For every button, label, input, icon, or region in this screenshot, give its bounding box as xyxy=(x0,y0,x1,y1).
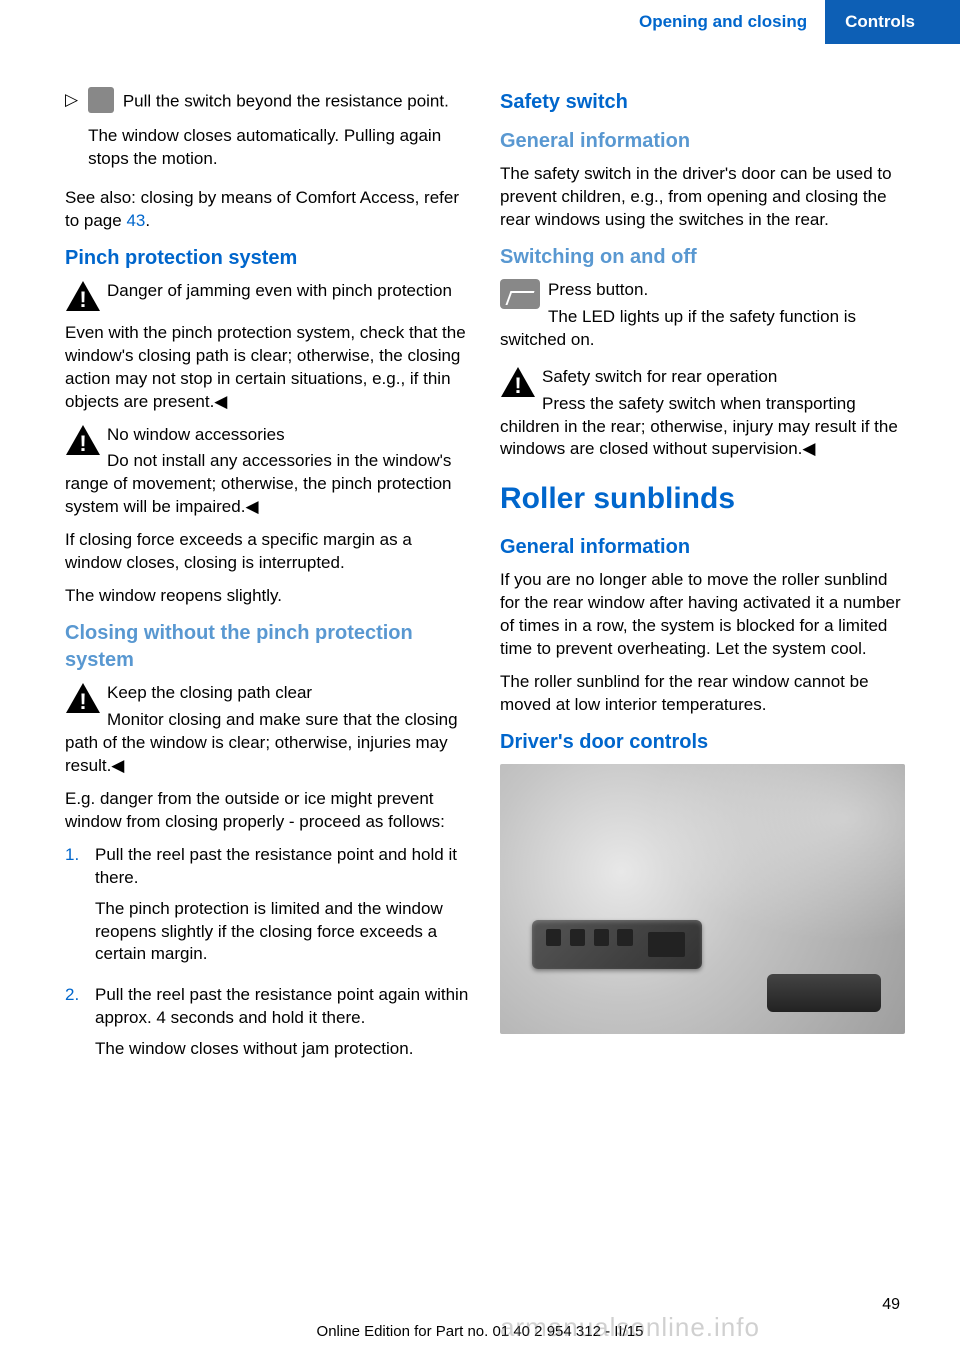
heading-pinch: Pinch protection system xyxy=(65,245,470,272)
svg-text:!: ! xyxy=(79,287,86,312)
heading-safety: Safety switch xyxy=(500,89,905,116)
footer-edition: Online Edition for Part no. 01 40 2 954 … xyxy=(0,1322,960,1342)
header-chapter: Opening and closing xyxy=(621,0,825,44)
warning-title: Danger of jamming even with pinch protec… xyxy=(107,281,452,300)
heading-closing-without: Closing without the pinch protection sys… xyxy=(65,620,470,674)
heading-general-info: General information xyxy=(500,128,905,155)
svg-text:!: ! xyxy=(79,689,86,714)
heading-roller: Roller sunblinds xyxy=(500,479,905,520)
window-switch-icon xyxy=(88,87,114,113)
steps-list: 1. Pull the reel past the resistance poi… xyxy=(65,844,470,1070)
step-body: Pull the reel past the resistance point … xyxy=(95,844,470,975)
led-info: The LED lights up if the safety function… xyxy=(500,307,856,349)
step-number: 2. xyxy=(65,984,83,1069)
warning-icon: ! xyxy=(500,366,536,398)
page-header: Opening and closing Controls xyxy=(0,0,960,44)
warning-body: Monitor closing and make sure that the c… xyxy=(65,710,458,775)
warning-body: Do not install any accessories in the wi… xyxy=(65,451,452,516)
warning-jamming: ! Danger of jamming even with pinch prot… xyxy=(65,280,470,312)
content-columns: ▷ Pull the switch beyond the resistance … xyxy=(0,44,960,1079)
warning-title: No window accessories xyxy=(65,424,470,447)
warning-icon: ! xyxy=(65,682,101,714)
bullet-item: ▷ Pull the switch beyond the resistance … xyxy=(65,89,470,181)
svg-text:!: ! xyxy=(79,431,86,456)
driver-door-image xyxy=(500,764,905,1034)
heading-roller-general: General information xyxy=(500,534,905,561)
warning-title: Keep the closing path clear xyxy=(65,682,470,705)
warning-body: Even with the pinch protection system, c… xyxy=(65,322,470,414)
bullet-line2: The window closes automatically. Pulling… xyxy=(88,125,470,171)
step-number: 1. xyxy=(65,844,83,975)
header-section: Controls xyxy=(825,0,960,44)
warning-icon: ! xyxy=(65,280,101,312)
page-link-43[interactable]: 43 xyxy=(126,211,145,230)
bullet-marker: ▷ xyxy=(65,89,78,181)
heading-switching: Switching on and off xyxy=(500,244,905,271)
pinch-p1: If closing force exceeds a specific marg… xyxy=(65,529,470,575)
roller-p2: The roller sunblind for the rear window … xyxy=(500,671,905,717)
see-also-pre: See also: closing by means of Comfort Ac… xyxy=(65,188,459,230)
warning-title: Safety switch for rear operation xyxy=(500,366,905,389)
step-p2: The window closes without jam protection… xyxy=(95,1038,470,1061)
pinch-p2: The window reopens slightly. xyxy=(65,585,470,608)
press-button: Press button. xyxy=(500,279,905,302)
warning-body: Press the safety switch when transportin… xyxy=(500,394,898,459)
safety-button-icon xyxy=(500,279,540,309)
warning-rear-op: ! Safety switch for rear operation Press… xyxy=(500,366,905,462)
roller-p1: If you are no longer able to move the ro… xyxy=(500,569,905,661)
closing-p1: E.g. danger from the outside or ice migh… xyxy=(65,788,470,834)
left-column: ▷ Pull the switch beyond the resistance … xyxy=(65,89,470,1079)
warning-accessories: ! No window accessories Do not install a… xyxy=(65,424,470,520)
warning-icon: ! xyxy=(65,424,101,456)
step-2: 2. Pull the reel past the resistance poi… xyxy=(65,984,470,1069)
see-also-post: . xyxy=(145,211,150,230)
press-button-block: Press button. The LED lights up if the s… xyxy=(500,279,905,352)
svg-text:!: ! xyxy=(514,373,521,398)
page-number: 49 xyxy=(882,1294,900,1316)
step-1: 1. Pull the reel past the resistance poi… xyxy=(65,844,470,975)
warning-clear-path: ! Keep the closing path clear Monitor cl… xyxy=(65,682,470,778)
step-body: Pull the reel past the resistance point … xyxy=(95,984,470,1069)
step-p1: Pull the reel past the resistance point … xyxy=(95,984,470,1030)
right-column: Safety switch General information The sa… xyxy=(500,89,905,1079)
step-p2: The pinch protection is limited and the … xyxy=(95,898,470,967)
heading-driver-door: Driver's door controls xyxy=(500,729,905,756)
step-p1: Pull the reel past the resistance point … xyxy=(95,844,470,890)
see-also: See also: closing by means of Comfort Ac… xyxy=(65,187,470,233)
bullet-text-1: Pull the switch beyond the resistance po… xyxy=(123,91,449,110)
safety-general-p: The safety switch in the driver's door c… xyxy=(500,163,905,232)
bullet-body: Pull the switch beyond the resistance po… xyxy=(88,89,470,181)
bullet-line1: Pull the switch beyond the resistance po… xyxy=(88,89,470,115)
